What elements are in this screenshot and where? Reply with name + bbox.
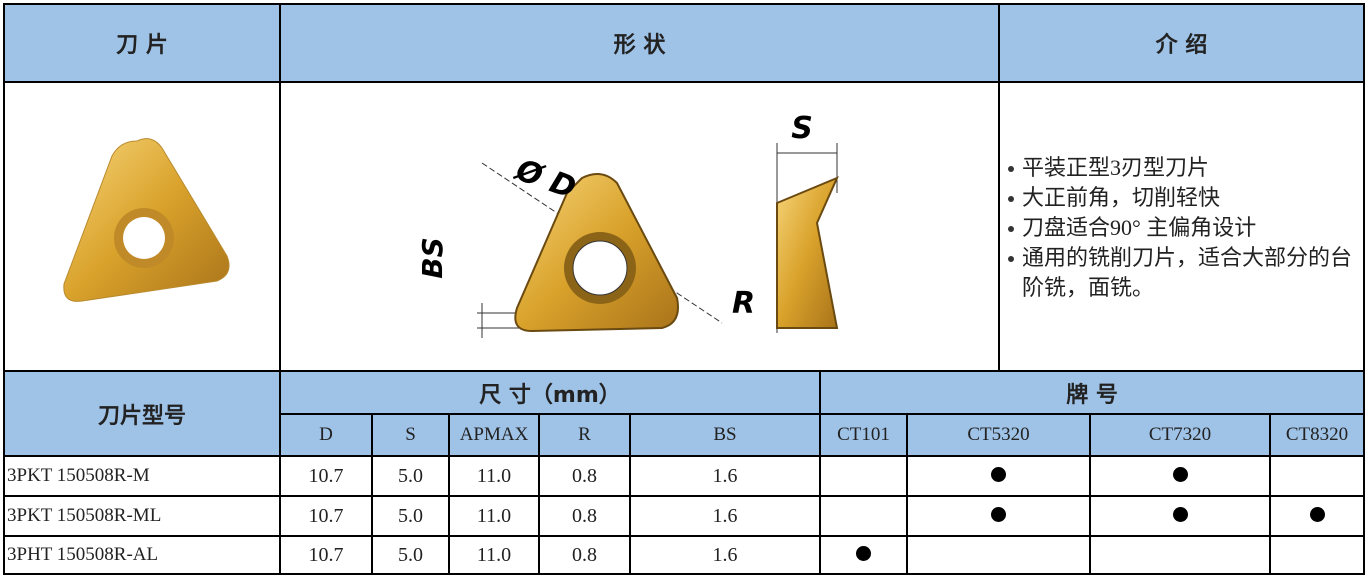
grade-column-header: CT5320 bbox=[906, 413, 1091, 457]
grade-cell bbox=[1268, 455, 1366, 497]
grade-dot bbox=[1172, 506, 1188, 522]
grade-cell bbox=[906, 455, 1091, 497]
size-column-header: D bbox=[279, 413, 373, 457]
grade-cell bbox=[1089, 535, 1271, 575]
d-label: Ø D bbox=[509, 152, 580, 206]
grade-cell bbox=[906, 535, 1091, 575]
spec-row: 3PKT 150508R-ML 10.7 5.0 11.0 0.8 1.6 bbox=[3, 495, 1366, 537]
grade-header: 牌 号 bbox=[818, 370, 1366, 415]
intro-item: 通用的铣削刀片，适合大部分的台阶铣，面铣。 bbox=[1008, 243, 1362, 303]
size-cell: 1.6 bbox=[629, 455, 821, 497]
intro-text: 通用的铣削刀片，适合大部分的台阶铣，面铣。 bbox=[1022, 245, 1353, 300]
grade-cell bbox=[819, 495, 908, 537]
shape-header: 形 状 bbox=[279, 3, 1000, 83]
overview-table: 刀 片 形 状 介 绍 S Ø D BS R 平装正型3刃型刀片 大正前角，切削轻… bbox=[3, 3, 1365, 375]
bullet bbox=[1008, 196, 1014, 202]
intro-list: 平装正型3刃型刀片 大正前角，切削轻快刀盘适合90° 主偏角设计通用的铣削刀片，适… bbox=[1001, 153, 1362, 303]
insert-photo bbox=[63, 137, 230, 302]
grade-cell bbox=[819, 455, 908, 497]
size-cell: 10.7 bbox=[279, 495, 373, 537]
grade-dot bbox=[1309, 506, 1325, 522]
shape-drawing-cell: S Ø D BS R bbox=[279, 81, 1000, 375]
size-cell: 11.0 bbox=[448, 495, 540, 537]
size-cell: 0.8 bbox=[538, 455, 631, 497]
model-cell: 3PKT 150508R-M bbox=[3, 455, 281, 497]
size-cell: 10.7 bbox=[279, 455, 373, 497]
size-cell: 11.0 bbox=[448, 455, 540, 497]
intro-cell: 平装正型3刃型刀片 大正前角，切削轻快刀盘适合90° 主偏角设计通用的铣削刀片，适… bbox=[998, 81, 1365, 375]
model-header: 刀片型号 bbox=[3, 370, 281, 457]
grade-dot bbox=[991, 466, 1006, 482]
intro-header: 介 绍 bbox=[998, 3, 1365, 83]
size-cell: 11.0 bbox=[448, 535, 540, 575]
size-column-header: S bbox=[371, 413, 450, 457]
bullet bbox=[1008, 256, 1014, 262]
size-cell: 0.8 bbox=[538, 495, 631, 537]
grade-cell bbox=[906, 495, 1091, 537]
spec-table: 刀片型号 尺 寸（mm） 牌 号 D S APMAX R BS CT101 CT5320 CT… bbox=[3, 370, 1366, 575]
size-cell: 1.6 bbox=[629, 535, 821, 575]
intro-item: 平装正型3刃型刀片 bbox=[1008, 153, 1362, 183]
grade-cell bbox=[819, 535, 908, 575]
size-cell: 5.0 bbox=[371, 535, 450, 575]
bullet bbox=[1008, 226, 1014, 232]
grade-dot bbox=[1172, 466, 1188, 482]
shape-drawing: S Ø D BS R bbox=[416, 111, 839, 338]
spec-row: 3PKT 150508R-M 10.7 5.0 11.0 0.8 1.6 bbox=[3, 455, 1366, 497]
s-label: S bbox=[791, 111, 813, 146]
intro-item: 刀盘适合90° 主偏角设计 bbox=[1008, 213, 1362, 243]
size-column-header: BS bbox=[629, 413, 821, 457]
grade-column-header: CT7320 bbox=[1089, 413, 1271, 457]
size-header: 尺 寸（mm） bbox=[279, 370, 821, 415]
size-column-header: APMAX bbox=[448, 413, 540, 457]
grade-cell bbox=[1268, 535, 1366, 575]
grade-dot bbox=[991, 506, 1006, 522]
size-cell: 10.7 bbox=[279, 535, 373, 575]
size-column-header: R bbox=[538, 413, 631, 457]
insert-photo-cell bbox=[3, 81, 281, 375]
intro-text: 大正前角，切削轻快 bbox=[1022, 185, 1221, 210]
intro-text: 刀盘适合90° 主偏角设计 bbox=[1022, 215, 1257, 240]
size-cell: 0.8 bbox=[538, 535, 631, 575]
grade-column-header: CT101 bbox=[819, 413, 908, 457]
r-label: R bbox=[732, 286, 755, 321]
model-cell: 3PKT 150508R-ML bbox=[3, 495, 281, 537]
intro-item: 大正前角，切削轻快 bbox=[1008, 183, 1362, 213]
grade-cell bbox=[1089, 455, 1271, 497]
grade-dot bbox=[856, 545, 871, 561]
grade-column-header: CT8320 bbox=[1268, 413, 1366, 457]
intro-text: 平装正型3刃型刀片 bbox=[1022, 155, 1210, 180]
bullet bbox=[1008, 166, 1014, 172]
grade-cell bbox=[1268, 495, 1366, 537]
model-cell: 3PHT 150508R-AL bbox=[3, 535, 281, 575]
spec-row: 3PHT 150508R-AL 10.7 5.0 11.0 0.8 1.6 bbox=[3, 535, 1366, 575]
bs-label: BS bbox=[416, 237, 449, 279]
size-cell: 1.6 bbox=[629, 495, 821, 537]
size-cell: 5.0 bbox=[371, 495, 450, 537]
insert-header: 刀 片 bbox=[3, 3, 281, 83]
size-cell: 5.0 bbox=[371, 455, 450, 497]
grade-cell bbox=[1089, 495, 1271, 537]
